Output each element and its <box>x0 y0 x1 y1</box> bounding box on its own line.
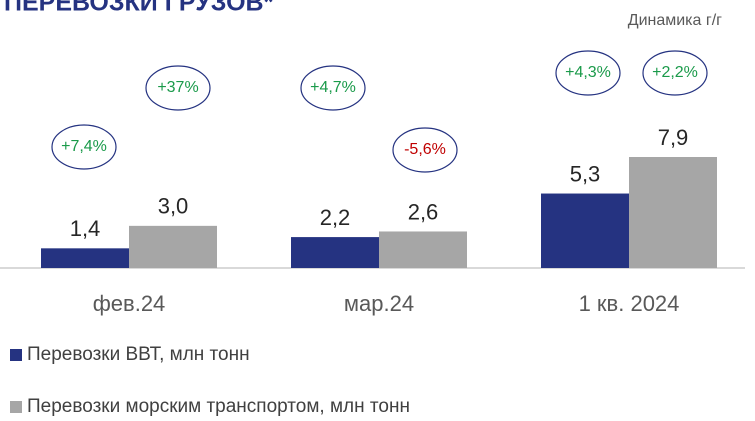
legend-label: Перевозки морским транспортом, млн тонн <box>27 396 410 417</box>
bar <box>541 193 629 268</box>
growth-label: -5,6% <box>404 141 446 158</box>
value-label: 3,0 <box>158 194 189 219</box>
x-tick-label: мар.24 <box>344 291 414 316</box>
chart-title: ПЕРЕВОЗКИ ГРУЗОВ* <box>4 0 274 17</box>
x-tick-label: фев.24 <box>93 291 166 316</box>
value-label: 7,9 <box>658 125 689 150</box>
bar <box>379 231 467 268</box>
growth-bubble <box>145 65 211 111</box>
growth-label: +4,7% <box>310 79 356 96</box>
bar <box>129 225 217 268</box>
x-tick-label: 1 кв. 2024 <box>579 291 680 316</box>
value-label: 5,3 <box>570 161 601 186</box>
growth-label: +7,4% <box>61 138 107 155</box>
growth-bubble <box>392 127 458 173</box>
growth-bubble <box>555 50 621 96</box>
bar <box>41 248 129 268</box>
bar <box>291 237 379 268</box>
value-label: 1,4 <box>70 216 101 241</box>
growth-label: +37% <box>157 79 198 96</box>
value-label: 2,6 <box>408 199 439 224</box>
growth-bubble <box>51 124 117 170</box>
growth-bubble <box>300 65 366 111</box>
growth-bubble <box>642 50 708 96</box>
growth-label: +2,2% <box>652 64 698 81</box>
growth-label: +4,3% <box>565 64 611 81</box>
value-label: 2,2 <box>320 205 351 230</box>
legend-swatch <box>10 349 22 361</box>
chart-subtitle: Динамика г/г <box>628 12 722 29</box>
legend-swatch <box>10 401 22 413</box>
legend-label: Перевозки ВВТ, млн тонн <box>27 344 250 365</box>
bar <box>629 157 717 268</box>
